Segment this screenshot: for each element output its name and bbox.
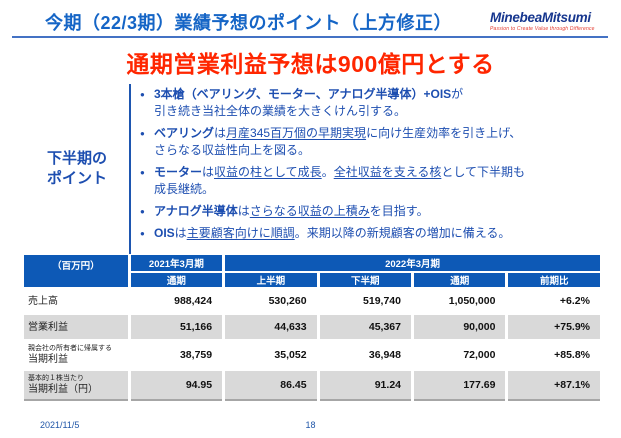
cell-value: 90,000 <box>414 315 506 339</box>
table-unit-label: （百万円） <box>24 255 128 287</box>
cell-value: +75.9% <box>508 315 600 339</box>
points-divider <box>129 84 131 254</box>
row-label: 売上高 <box>28 295 58 307</box>
cell-value: 45,367 <box>319 315 411 339</box>
table-colgroup-2021: 2021年3月期 <box>130 255 223 271</box>
cell-value: 1,050,000 <box>448 295 496 307</box>
footer-date: 2021/11/5 <box>40 420 80 430</box>
results-table: （百万円） 2021年3月期 2022年3月期 通期 上半期 下半期 通期 前期… <box>21 253 603 403</box>
headline: 通期営業利益予想は900億円とする <box>126 51 495 77</box>
row-label: 営業利益 <box>24 315 128 339</box>
table-colgroup-2022: 2022年3月期 <box>225 255 600 271</box>
table-subheader: 通期 <box>130 273 223 287</box>
table-subheader: 下半期 <box>319 273 411 287</box>
table-row: 基本的１株当たり 当期利益（円） 94.95 86.45 91.24 177.69 +87.… <box>24 371 600 401</box>
bullet-text: ベアリングは月産345百万個の早期実現に向け生産効率を引き上げ、 さらなる収益性向… <box>154 126 522 157</box>
row-label: 基本的１株当たり 当期利益（円） <box>24 371 128 401</box>
points-label-line1: 下半期の <box>46 150 107 167</box>
cell-value: 44,633 <box>225 315 317 339</box>
table-row: 親会社の所有者に帰属する 当期利益 38,759 35,052 36,948 72,000… <box>24 341 600 369</box>
points-label: 下半期の ポイント <box>25 84 129 254</box>
bullet-item: ● アナログ半導体はさらなる収益の上積みを目指す。 <box>140 203 605 220</box>
bullet-text: OISは主要顧客向けに順調。来期以降の新規顧客の増加に備える。 <box>154 226 511 240</box>
bullet-text: 3本槍（ベアリング、モーター、アナログ半導体）+OISが 引き続き当社全体の業績を… <box>154 87 464 118</box>
bullet-icon: ● <box>140 168 145 177</box>
brand-logo: MinebeaMitsumi Passion to Create Value t… <box>490 10 608 32</box>
cell-value: 519,740 <box>363 295 401 307</box>
row-label: 親会社の所有者に帰属する 当期利益 <box>28 345 112 365</box>
cell-value: +87.1% <box>508 371 600 401</box>
bullet-text: アナログ半導体はさらなる収益の上積みを目指す。 <box>154 204 429 218</box>
table-subheader: 通期 <box>414 273 506 287</box>
cell-value: +85.8% <box>554 349 590 361</box>
bullet-list: ● 3本槍（ベアリング、モーター、アナログ半導体）+OISが 引き続き当社全体の業績… <box>140 86 605 247</box>
bullet-icon: ● <box>140 129 145 138</box>
cell-value: 91.24 <box>319 371 411 401</box>
cell-value: 177.69 <box>414 371 506 401</box>
title-divider <box>12 36 608 38</box>
footer-page-number: 18 <box>305 420 316 430</box>
brand-tagline: Passion to Create Value through Differen… <box>490 26 595 32</box>
cell-value: 35,052 <box>274 349 307 361</box>
cell-value: 988,424 <box>174 295 213 307</box>
cell-value: 36,948 <box>368 349 401 361</box>
cell-value: 51,166 <box>130 315 223 339</box>
bullet-icon: ● <box>140 229 145 238</box>
bullet-icon: ● <box>140 90 145 99</box>
page-title: 今期（22/3期）業績予想のポイント（上方修正） <box>45 13 453 33</box>
table-row: 営業利益 51,166 44,633 45,367 90,000 +75.9% <box>24 315 600 339</box>
bullet-text: モーターは収益の柱として成長。全社収益を支える核として下半期も 成長継続。 <box>154 165 526 196</box>
bullet-item: ● OISは主要顧客向けに順調。来期以降の新規顧客の増加に備える。 <box>140 225 605 242</box>
bullet-item: ● 3本槍（ベアリング、モーター、アナログ半導体）+OISが 引き続き当社全体の業績… <box>140 86 605 120</box>
cell-value: 72,000 <box>463 349 496 361</box>
table-body: 売上高 988,424 530,260 519,740 1,050,000 +6.2% 営業… <box>24 289 600 401</box>
points-label-line2: ポイント <box>46 170 107 187</box>
bullet-item: ● ベアリングは月産345百万個の早期実現に向け生産効率を引き上げ、 さらなる収益性… <box>140 125 605 159</box>
bullet-item: ● モーターは収益の柱として成長。全社収益を支える核として下半期も 成長継続。 <box>140 164 605 198</box>
bullet-icon: ● <box>140 207 145 216</box>
table-subheader: 前期比 <box>508 273 600 287</box>
cell-value: 38,759 <box>179 349 213 361</box>
cell-value: 530,260 <box>268 295 307 307</box>
cell-value: +6.2% <box>559 295 590 307</box>
brand-name: MinebeaMitsumi <box>490 10 591 25</box>
table-row: 売上高 988,424 530,260 519,740 1,050,000 +6.2% <box>24 289 600 313</box>
cell-value: 86.45 <box>225 371 317 401</box>
cell-value: 94.95 <box>130 371 223 401</box>
table-subheader: 上半期 <box>225 273 317 287</box>
